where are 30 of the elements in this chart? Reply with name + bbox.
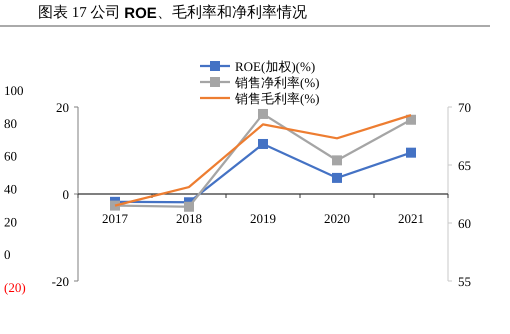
point [332,172,342,183]
y2-tick-label: 55 [458,274,471,288]
x-tick-label: 2021 [398,210,424,226]
y3-tick-label: 40 [4,181,17,196]
y3-tick-label: (20) [4,280,26,294]
point [258,138,268,149]
legend-label: 销售净利率(%) [234,74,320,90]
x-tick-label: 2020 [324,210,350,226]
point [184,202,194,212]
point [406,114,416,125]
y-tick-label: -20 [52,274,69,288]
x-tick-label: 2019 [250,210,276,226]
y3-tick-label: 0 [4,246,10,262]
y2-tick-label: 60 [458,216,471,230]
point [258,108,268,119]
point [406,148,416,158]
chart-title: 图表 17 公司 ROE、毛利率和净利率情况 [38,4,307,22]
y-tick-label: 20 [56,100,69,114]
y3-tick-label: 80 [4,115,17,130]
legend-label: 销售毛利率(%) [234,90,320,106]
y3-tick-label: 20 [4,214,17,229]
x-tick-label: 2017 [102,210,128,226]
y-tick-label: 0 [62,186,69,202]
point [332,155,342,166]
y3-tick-label: 100 [4,82,24,98]
y2-tick-label: 65 [458,158,471,172]
x-tick-label: 2018 [176,210,202,226]
y2-tick-label: 70 [458,100,471,114]
y3-tick-label: 60 [4,148,17,164]
legend-label: ROE(加权)(%) [235,58,316,74]
